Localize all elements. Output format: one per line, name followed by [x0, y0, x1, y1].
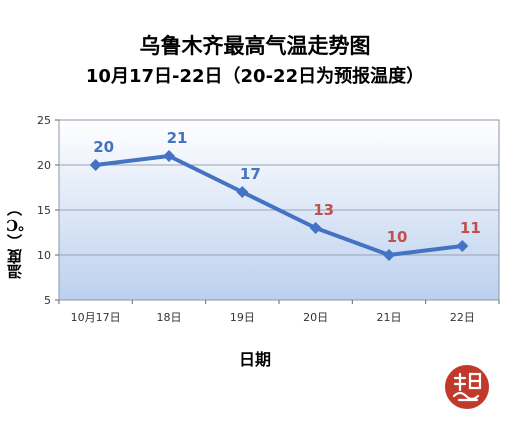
data-point: [456, 240, 469, 252]
x-tick-label: 10月17日: [71, 311, 121, 324]
x-tick-label: 19日: [230, 311, 255, 324]
data-point: [383, 249, 395, 261]
series-line: [95, 154, 463, 257]
y-axis-label: 温度（℃）: [6, 201, 24, 279]
data-point: [236, 186, 249, 198]
chart-title: 乌鲁木齐最高气温走势图: [139, 34, 371, 58]
data-label: 11: [460, 219, 481, 237]
y-tick-label: 10: [37, 249, 51, 262]
x-tick-label: 18日: [157, 311, 182, 324]
data-label: 13: [313, 201, 334, 219]
x-tick-label: 22日: [450, 311, 475, 324]
x-axis-label: 日期: [238, 350, 271, 369]
x-tick-label: 20日: [303, 311, 328, 324]
data-point: [309, 222, 322, 234]
x-tick-label: 21日: [377, 311, 402, 324]
y-tick-label: 15: [37, 204, 51, 217]
data-label: 21: [167, 129, 188, 147]
data-label: 20: [93, 138, 114, 156]
data-label: 10: [387, 228, 408, 246]
data-point: [89, 159, 102, 171]
y-tick-label: 5: [44, 294, 51, 307]
y-tick-label: 25: [37, 114, 51, 127]
y-tick-label: 20: [37, 159, 51, 172]
weather-logo-seal: [445, 365, 489, 409]
chart-subtitle: 10月17日-22日（20-22日为预报温度）: [85, 66, 425, 87]
data-point: [163, 150, 175, 162]
data-label: 17: [240, 165, 261, 183]
